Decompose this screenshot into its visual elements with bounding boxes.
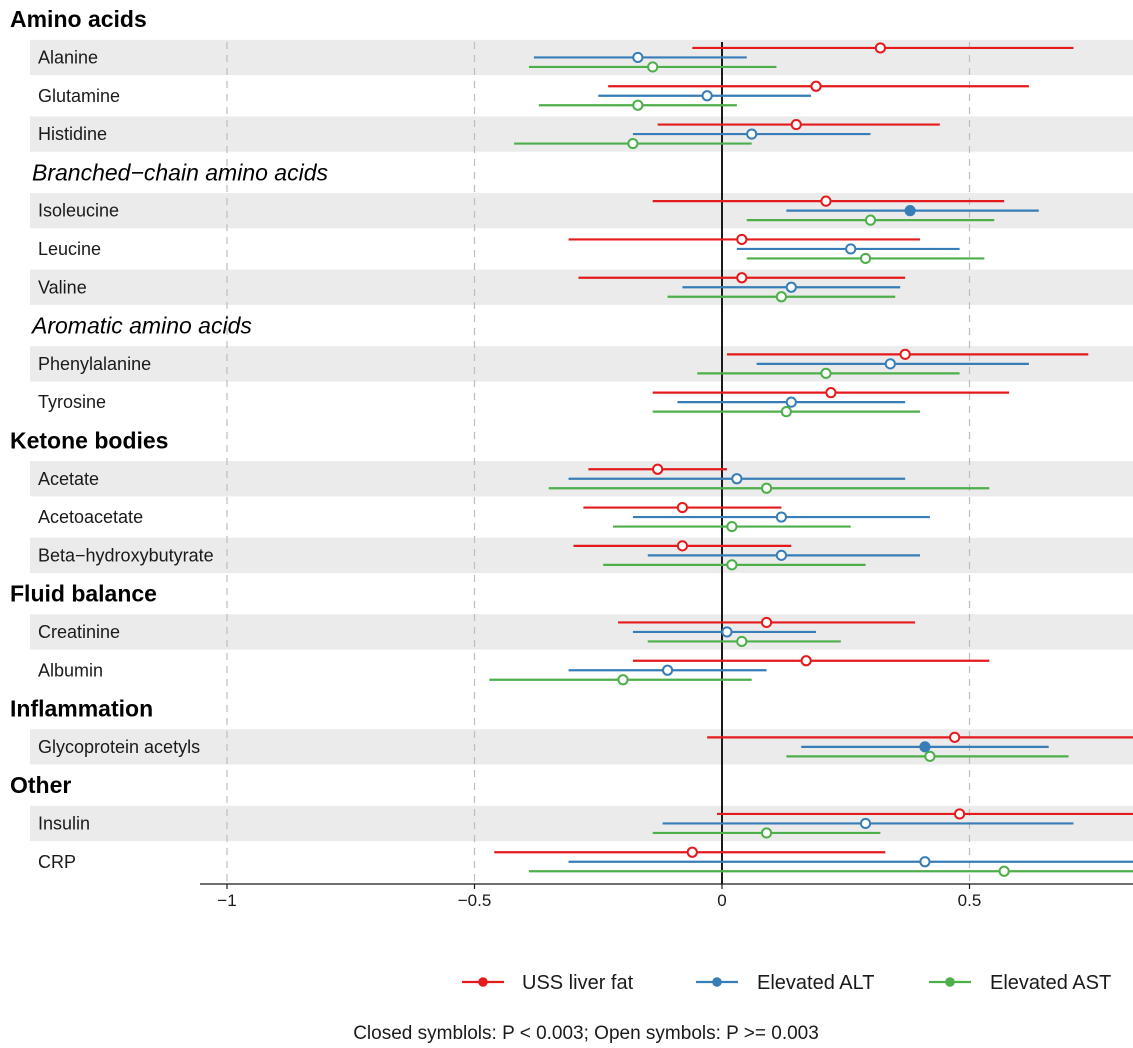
row-label: Phenylalanine	[38, 354, 151, 374]
point-estimate	[864, 214, 877, 226]
legend-key-dot	[478, 977, 488, 987]
row-band	[30, 614, 1133, 650]
point-estimate	[736, 272, 748, 284]
point-estimate	[825, 387, 837, 399]
point-estimate	[686, 846, 698, 858]
point-estimate	[726, 559, 738, 571]
row-label: Tyrosine	[38, 392, 106, 412]
point-estimate	[884, 358, 896, 370]
row-label: Creatinine	[38, 622, 120, 642]
point-estimate	[919, 856, 931, 868]
group-label: Aromatic amino acids	[30, 313, 252, 339]
row-labels: Amino acids Alanine Glutamine Histidine Bran…	[10, 6, 328, 872]
point-estimate	[780, 406, 792, 418]
point-estimate	[998, 865, 1010, 877]
point-estimate	[775, 291, 788, 303]
x-tick-label: 0	[717, 891, 726, 910]
point-estimate	[760, 616, 773, 629]
point-estimate	[632, 51, 644, 64]
group-label: Branched−chain amino acids	[32, 159, 328, 185]
group-label: Inflammation	[10, 696, 153, 722]
point-estimate	[647, 61, 659, 73]
row-label: Leucine	[38, 239, 101, 259]
row-label: Glutamine	[38, 86, 120, 106]
x-axis: −2−1.5−1−0.500.511.5	[200, 883, 1133, 910]
group-label: Amino acids	[10, 6, 147, 32]
row-label: Valine	[38, 277, 87, 297]
row-label: Isoleucine	[38, 201, 119, 221]
point-estimate	[736, 635, 748, 648]
point-estimate	[736, 233, 748, 246]
point-estimate	[949, 731, 961, 743]
point-estimate	[775, 549, 788, 561]
point-estimate	[919, 741, 931, 753]
legend-key-dot	[712, 977, 722, 987]
point-estimate	[820, 195, 832, 207]
point-estimate	[775, 511, 788, 523]
legend: USS liver fat Elevated ALT Elevated AST	[462, 972, 1111, 994]
row-band	[30, 116, 1133, 152]
legend-label: USS liver fat	[522, 972, 634, 994]
point-estimate	[954, 808, 966, 820]
estimate-marks	[489, 42, 1133, 877]
point-estimate	[904, 205, 916, 217]
row-band	[30, 537, 1133, 573]
point-estimate	[820, 367, 832, 379]
point-estimate	[726, 520, 738, 533]
point-estimate	[676, 501, 689, 514]
point-estimate	[652, 463, 664, 475]
point-estimate	[899, 348, 911, 360]
grid-lines	[226, 42, 971, 884]
point-estimate	[845, 243, 857, 255]
point-estimate	[790, 118, 802, 131]
point-estimate	[731, 473, 743, 485]
point-estimate	[632, 99, 644, 111]
row-label: Alanine	[38, 47, 98, 67]
row-label: Acetoacetate	[38, 507, 143, 527]
row-label: Acetate	[38, 469, 99, 489]
row-label: Histidine	[38, 124, 107, 144]
point-estimate	[859, 252, 872, 265]
point-estimate	[617, 674, 629, 686]
row-label: CRP	[38, 852, 76, 872]
point-estimate	[859, 817, 872, 830]
point-estimate	[874, 42, 887, 54]
point-estimate	[760, 482, 773, 494]
point-estimate	[924, 750, 936, 762]
group-label: Other	[10, 772, 71, 798]
point-estimate	[785, 281, 797, 293]
point-estimate	[800, 655, 812, 667]
row-label: Insulin	[38, 813, 90, 833]
row-label: Beta−hydroxybutyrate	[38, 545, 214, 565]
row-band	[30, 269, 1133, 305]
group-label: Ketone bodies	[10, 427, 168, 453]
group-label: Fluid balance	[10, 581, 157, 607]
point-estimate	[661, 664, 674, 676]
point-estimate	[627, 137, 639, 150]
legend-key-dot	[945, 977, 955, 987]
row-bands	[30, 39, 1133, 842]
point-estimate	[701, 90, 713, 102]
point-estimate	[746, 128, 758, 140]
point-estimate	[760, 827, 773, 839]
point-estimate	[676, 540, 689, 552]
x-tick-label: −0.5	[458, 891, 492, 910]
footnote: Closed symblols: P < 0.003; Open symbols…	[353, 1023, 819, 1044]
x-tick-label: −1	[217, 891, 236, 910]
row-label: Glycoprotein acetyls	[38, 737, 200, 757]
x-tick-label: 0.5	[958, 891, 982, 910]
legend-label: Elevated AST	[990, 972, 1111, 994]
point-estimate	[810, 80, 822, 92]
row-label: Albumin	[38, 660, 103, 680]
point-estimate	[721, 626, 733, 638]
point-estimate	[785, 396, 797, 408]
legend-label: Elevated ALT	[757, 972, 874, 994]
